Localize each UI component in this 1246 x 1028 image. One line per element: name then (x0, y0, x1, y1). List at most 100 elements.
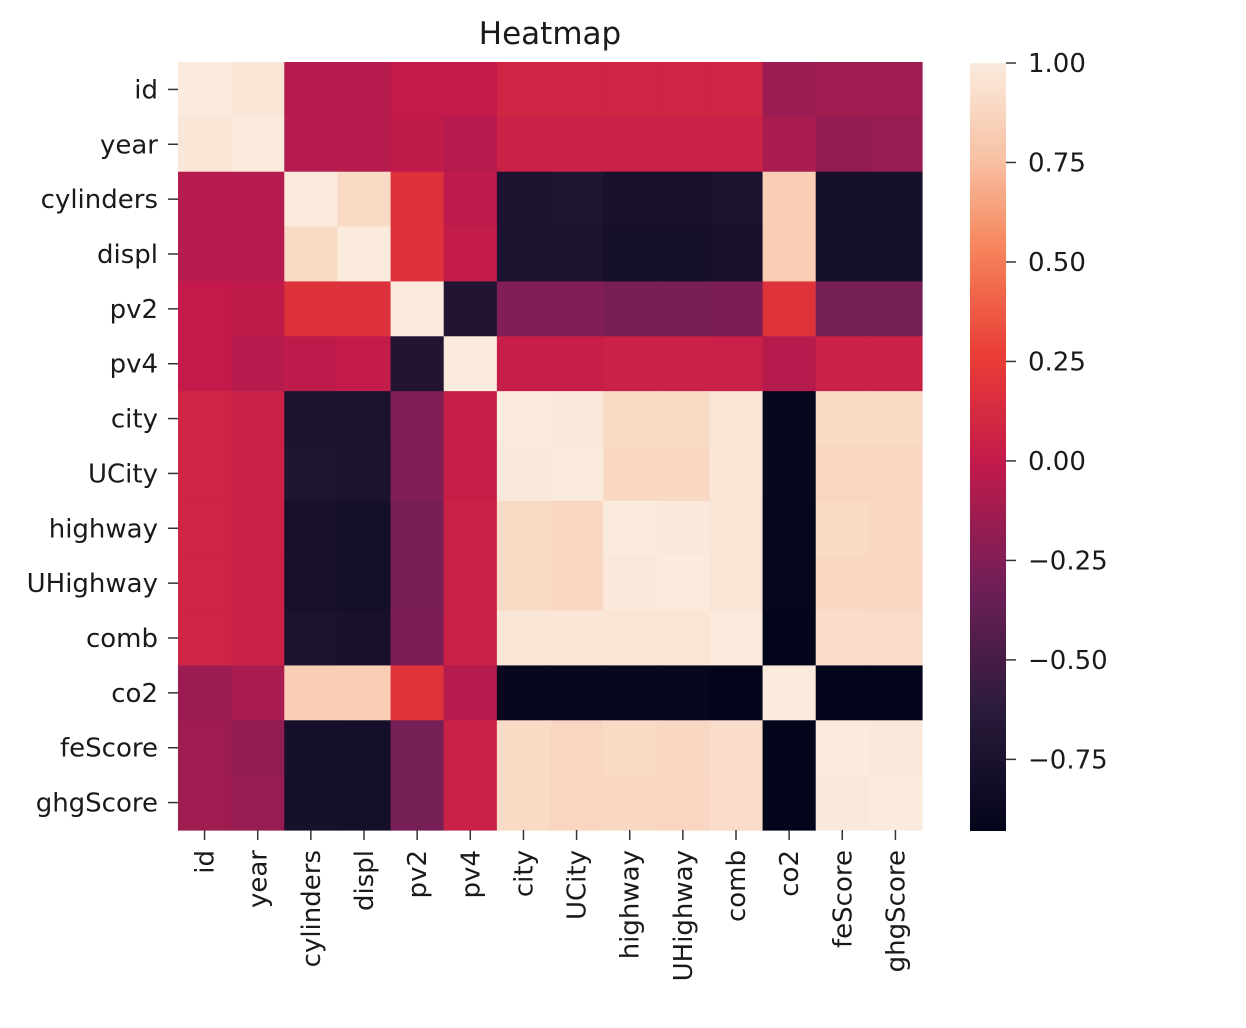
heatmap-cell (815, 391, 870, 447)
heatmap-cell (815, 336, 870, 392)
heatmap-cell (443, 336, 498, 392)
heatmap-cell (231, 171, 285, 228)
heatmap-cell (815, 226, 870, 283)
heatmap-cell (496, 281, 551, 337)
heatmap-cell (709, 116, 764, 173)
heatmap-cell (762, 555, 817, 612)
heatmap-cell (550, 116, 604, 173)
heatmap-cell (337, 171, 392, 228)
heatmap-cell (443, 555, 498, 612)
heatmap-cell (390, 62, 445, 118)
heatmap-cell (709, 775, 764, 831)
heatmap-cell (762, 391, 817, 447)
heatmap-cell (337, 446, 392, 502)
heatmap-cell (815, 281, 870, 337)
heatmap-cell (178, 62, 232, 118)
heatmap-cell (178, 446, 232, 502)
heatmap-cell (178, 720, 232, 776)
heatmap-cell (443, 226, 498, 283)
heatmap-cell (231, 336, 285, 392)
heatmap-cell (656, 720, 711, 776)
y-tick-label: UHighway (27, 569, 158, 599)
heatmap-cell (815, 116, 870, 173)
x-tick-label: city (509, 850, 539, 897)
heatmap-cell (550, 665, 604, 721)
x-tick-label: UCity (563, 850, 593, 920)
heatmap-cell (390, 391, 445, 447)
x-tick-label: highway (616, 850, 646, 959)
heatmap-cell (284, 720, 339, 776)
heatmap-cell (709, 446, 764, 502)
heatmap-cell (709, 720, 764, 776)
heatmap-cell (550, 62, 604, 118)
heatmap-cell (868, 62, 923, 118)
heatmap-cell (284, 281, 339, 337)
heatmap-cell (868, 391, 923, 447)
heatmap-cell (284, 610, 339, 667)
heatmap-cell (443, 281, 498, 337)
heatmap-cell (603, 446, 657, 502)
y-tick-label: cylinders (41, 185, 158, 215)
heatmap-cell (390, 720, 445, 776)
heatmap-cell (815, 610, 870, 667)
heatmap-cell (709, 500, 764, 557)
heatmap-cell (868, 555, 923, 612)
heatmap-cell (550, 171, 604, 228)
heatmap-cell (762, 62, 817, 118)
heatmap-cell (390, 116, 445, 173)
heatmap-cell (868, 281, 923, 337)
heatmap-cell (443, 446, 498, 502)
heatmap-cell (603, 336, 657, 392)
heatmap-cells (178, 62, 923, 831)
colorbar-tick-label: 0.25 (1028, 347, 1086, 377)
heatmap-cell (709, 665, 764, 721)
heatmap-cell (390, 281, 445, 337)
heatmap-cell (868, 610, 923, 667)
x-tick-label: id (191, 850, 221, 874)
heatmap-cell (178, 226, 232, 283)
heatmap-cell (284, 391, 339, 447)
heatmap-cell (815, 171, 870, 228)
heatmap-cell (550, 446, 604, 502)
heatmap-cell (337, 62, 392, 118)
heatmap-cell (709, 171, 764, 228)
colorbar-tick-label: 0.00 (1028, 447, 1086, 477)
heatmap-cell (178, 336, 232, 392)
heatmap-cell (762, 610, 817, 667)
heatmap-cell (815, 555, 870, 612)
heatmap-cell (231, 665, 285, 721)
heatmap-cell (390, 446, 445, 502)
heatmap-cell (815, 500, 870, 557)
heatmap-cell (762, 720, 817, 776)
y-tick-label: pv2 (110, 295, 158, 325)
heatmap-cell (550, 226, 604, 283)
heatmap-cell (390, 171, 445, 228)
heatmap-cell (178, 281, 232, 337)
heatmap-cell (603, 226, 657, 283)
x-axis-labels: id year cylinders displ pv2 pv4 city UCity highw… (191, 830, 911, 981)
heatmap-cell (284, 665, 339, 721)
heatmap-cell (496, 720, 551, 776)
heatmap-cell (337, 336, 392, 392)
y-tick-label: displ (97, 240, 158, 270)
heatmap-cell (390, 610, 445, 667)
heatmap-cell (178, 500, 232, 557)
x-tick-label: co2 (775, 850, 805, 897)
colorbar-tick-label: −0.75 (1028, 745, 1108, 775)
heatmap-cell (868, 446, 923, 502)
heatmap-cell (868, 665, 923, 721)
chart-title: Heatmap (479, 16, 621, 52)
heatmap-cell (762, 500, 817, 557)
heatmap-cell (390, 500, 445, 557)
heatmap-cell (443, 391, 498, 447)
heatmap-cell (178, 391, 232, 447)
heatmap-cell (337, 555, 392, 612)
heatmap-cell (284, 336, 339, 392)
heatmap-cell (496, 171, 551, 228)
heatmap-cell (656, 775, 711, 831)
heatmap-cell (762, 446, 817, 502)
heatmap-cell (178, 775, 232, 831)
heatmap-cell (868, 336, 923, 392)
heatmap-cell (550, 500, 604, 557)
heatmap-cell (284, 226, 339, 283)
